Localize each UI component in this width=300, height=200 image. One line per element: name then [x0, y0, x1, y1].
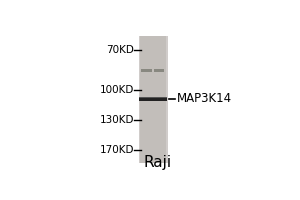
Text: MAP3K14: MAP3K14 — [177, 92, 232, 105]
Bar — [140, 36, 166, 163]
Bar — [139, 97, 167, 98]
Text: 170KD: 170KD — [100, 145, 134, 155]
Text: 70KD: 70KD — [106, 45, 134, 55]
Text: 130KD: 130KD — [100, 115, 134, 125]
Bar — [154, 69, 164, 72]
Text: Raji: Raji — [144, 155, 172, 170]
Bar — [139, 97, 167, 101]
Bar — [141, 69, 152, 72]
Text: 100KD: 100KD — [100, 85, 134, 95]
Bar — [139, 36, 168, 163]
